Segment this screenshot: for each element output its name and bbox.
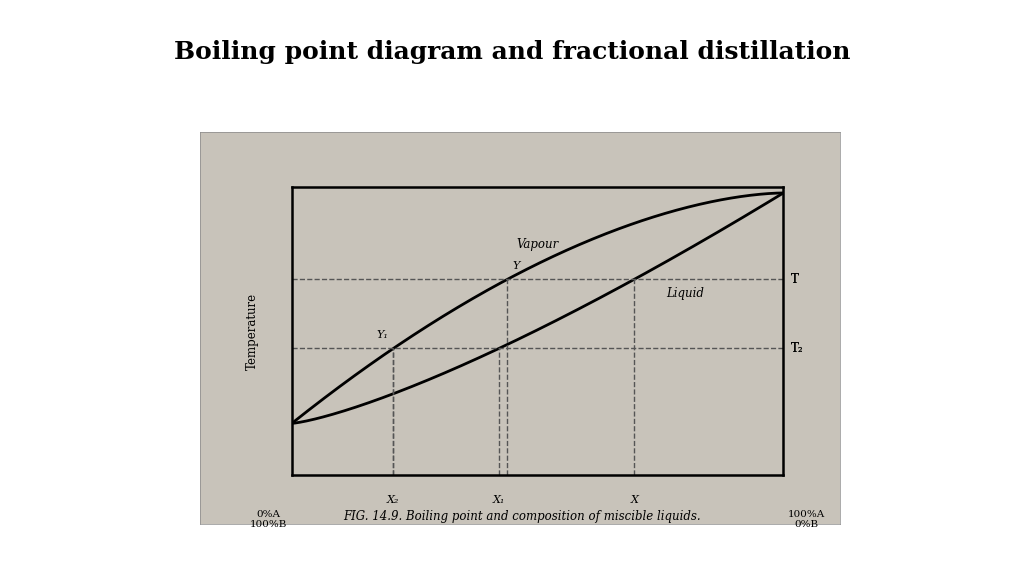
Text: T₂: T₂ [791, 342, 804, 355]
Text: X: X [631, 495, 638, 505]
Text: Y: Y [512, 261, 519, 271]
Text: Y₁: Y₁ [377, 330, 388, 340]
Text: Temperature: Temperature [246, 293, 259, 370]
Text: 0%A
100%B: 0%A 100%B [250, 510, 287, 529]
Text: Vapour: Vapour [516, 238, 559, 251]
Text: X₂: X₂ [387, 495, 399, 505]
Text: FIG. 14.9. Boiling point and composition of miscible liquids.: FIG. 14.9. Boiling point and composition… [343, 510, 701, 523]
Text: X₁: X₁ [493, 495, 505, 505]
Text: Liquid: Liquid [667, 287, 703, 300]
Text: T: T [791, 273, 799, 286]
Text: T₂: T₂ [791, 342, 804, 355]
Text: Boiling point diagram and fractional distillation: Boiling point diagram and fractional dis… [174, 40, 850, 65]
Text: T: T [791, 273, 799, 286]
Text: 100%A
0%B: 100%A 0%B [788, 510, 825, 529]
